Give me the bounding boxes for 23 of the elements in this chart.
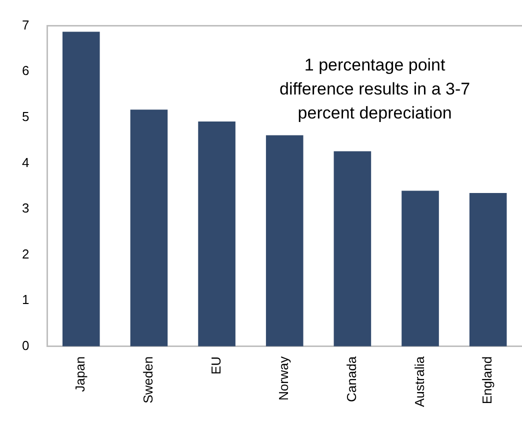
bar: [130, 110, 168, 346]
x-tick-label: Japan: [72, 356, 88, 392]
x-tick-label: Australia: [412, 356, 427, 407]
x-tick-label: Norway: [276, 356, 292, 400]
y-tick-label: 7: [22, 17, 30, 32]
y-tick-label: 3: [22, 200, 30, 216]
x-tick-label: Sweden: [140, 356, 156, 404]
bar: [334, 151, 372, 346]
x-tick-label: Canada: [344, 356, 360, 402]
y-tick-label: 0: [22, 338, 30, 353]
y-tick-label: 1: [22, 292, 30, 308]
annotation: 1 percentage point difference results in a 3-7 percent depreciation: [280, 55, 470, 122]
bar: [266, 135, 304, 346]
y-tick-label: 5: [22, 108, 30, 124]
bar: [198, 122, 236, 346]
y-tick-label: 4: [22, 154, 30, 170]
x-tick-label: England: [480, 356, 495, 404]
bar: [469, 192, 507, 346]
y-tick-label: 2: [22, 246, 30, 262]
y-tick-label: 6: [22, 63, 30, 78]
bar: [402, 190, 439, 346]
bar: [62, 32, 100, 346]
x-tick-label: EU: [208, 356, 224, 374]
